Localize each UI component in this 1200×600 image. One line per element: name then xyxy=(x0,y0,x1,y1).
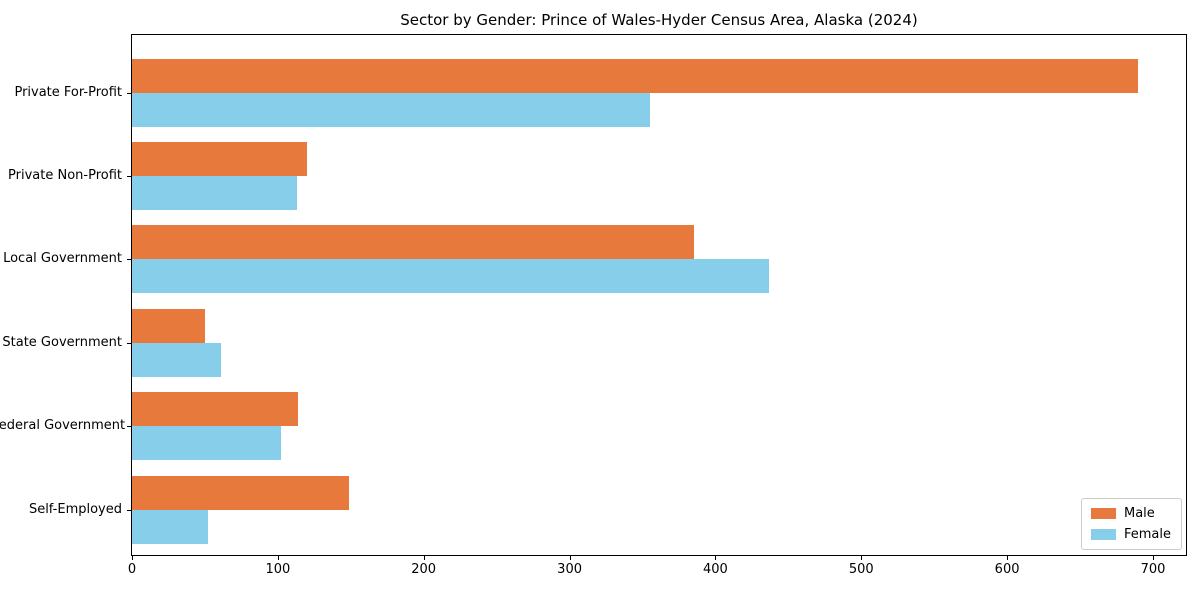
legend-entry-female: Female xyxy=(1090,527,1171,542)
x-tick-mark xyxy=(1007,556,1009,560)
bar-female-2 xyxy=(132,259,770,294)
x-tick-mark xyxy=(569,556,571,560)
y-tick-mark xyxy=(127,426,131,428)
x-tick-label: 700 xyxy=(1140,562,1166,577)
y-tick-mark xyxy=(127,259,131,261)
y-tick-label: Local Government xyxy=(3,251,122,267)
x-tick-mark xyxy=(1153,556,1154,560)
bar-male-3 xyxy=(132,308,205,343)
bar-female-0 xyxy=(132,92,650,127)
bar-female-5 xyxy=(132,509,208,544)
legend-swatch-male xyxy=(1090,508,1116,519)
legend-swatch-female xyxy=(1090,529,1116,540)
x-tick-mark xyxy=(423,556,425,560)
bar-female-1 xyxy=(132,175,297,210)
x-tick-mark xyxy=(132,556,133,560)
x-tick-mark xyxy=(715,556,717,560)
bar-male-5 xyxy=(132,475,350,510)
plot-area: Private For-Profit Private Non-Profit Loca… xyxy=(0,34,1187,577)
x-tick-label: 200 xyxy=(411,562,437,577)
bar-male-2 xyxy=(132,225,694,260)
bar-male-0 xyxy=(132,58,1139,93)
y-tick-mark xyxy=(127,175,131,177)
y-tick-mark xyxy=(127,509,131,511)
chart-title: Sector by Gender: Prince of Wales-Hyder … xyxy=(400,11,918,29)
y-tick-label: Federal Government xyxy=(0,418,126,434)
bar-female-4 xyxy=(132,426,281,461)
y-tick-label: Private For-Profit xyxy=(14,84,122,100)
x-tick-label: 600 xyxy=(994,562,1020,577)
legend-label: Male xyxy=(1123,506,1155,521)
y-tick-label: Self-Employed xyxy=(28,501,122,517)
x-tick-label: 400 xyxy=(702,562,728,577)
x-tick-label: 0 xyxy=(127,562,137,577)
y-tick-label: Private Non-Profit xyxy=(8,167,122,183)
x-tick-label: 100 xyxy=(265,562,291,577)
y-tick-mark xyxy=(127,92,131,94)
x-tick-label: 500 xyxy=(848,562,874,577)
x-tick-mark xyxy=(861,556,863,560)
legend-label: Female xyxy=(1123,527,1171,542)
y-tick-mark xyxy=(127,342,131,344)
y-tick-label: State Government xyxy=(2,334,122,350)
x-tick-mark xyxy=(277,556,279,560)
bar-male-1 xyxy=(132,141,307,176)
bar-male-4 xyxy=(132,392,299,427)
x-tick-label: 300 xyxy=(557,562,582,577)
legend-entry-male: Male xyxy=(1090,506,1171,521)
legend: Male Female xyxy=(1080,498,1182,550)
bar-female-3 xyxy=(132,342,221,377)
